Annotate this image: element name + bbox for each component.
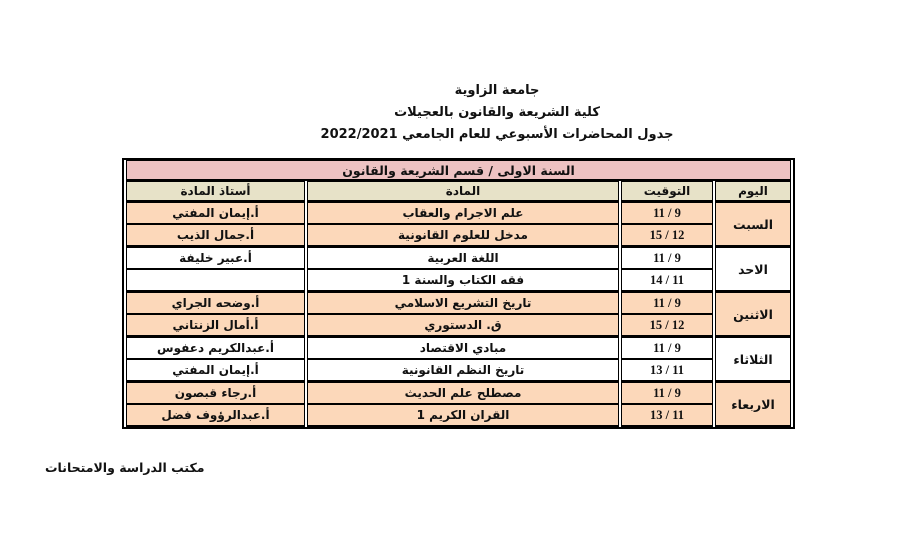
schedule-table: السنة الاولى / قسم الشريعة والقانون اليو… [122,158,795,429]
table-row: السبت 11 / 9 علم الاجرام والعقاب أ.إيمان… [126,202,791,247]
subject-cell: ق. الدستوري [307,314,619,337]
col-header-day: اليوم [715,181,791,202]
time-cell: 13 / 11 [621,404,713,427]
university-title: جامعة الزاوية [454,83,540,98]
time-cell: 11 / 9 [621,382,713,404]
teacher-cell: أ.أمال الزنتاني [126,314,305,337]
table-row: 15 / 12 ق. الدستوري أ.أمال الزنتاني [126,314,791,337]
document-header: جامعة الزاوية كلية الشريعة والقانون بالع… [97,80,897,146]
day-cell: الاحد [715,247,791,292]
teacher-cell: أ.وضحه الجراي [126,292,305,314]
teacher-cell: أ.إيمان المفتي [126,202,305,224]
faculty-title: كلية الشريعة والقانون بالعجيلات [394,105,600,120]
section-title: السنة الاولى / قسم الشريعة والقانون [126,160,791,181]
teacher-cell: أ.عبدالرؤوف فضل [126,404,305,427]
col-header-teacher: أستاذ المادة [126,181,305,202]
schedule-title: جدول المحاضرات الأسبوعي للعام الجامعي 20… [320,127,674,142]
table-row: 15 / 12 مدخل للعلوم القانونية أ.جمال الذ… [126,224,791,247]
time-cell: 11 / 9 [621,292,713,314]
day-cell: الاربعاء [715,382,791,427]
day-cell: السبت [715,202,791,247]
subject-cell: مصطلح علم الحديث [307,382,619,404]
teacher-cell: أ.إيمان المفتي [126,359,305,382]
time-cell: 15 / 12 [621,224,713,247]
teacher-cell: أ.جمال الذيب [126,224,305,247]
subject-cell: مبادي الاقتصاد [307,337,619,359]
teacher-cell: أ.رجاء قبصون [126,382,305,404]
subject-cell: علم الاجرام والعقاب [307,202,619,224]
table-row: الاحد 11 / 9 اللغة العربية أ.عبير خليفة [126,247,791,292]
table-row: الثلاثاء 11 / 9 مبادي الاقتصاد أ.عبدالكر… [126,337,791,382]
subject-cell: اللغة العربية [307,247,619,269]
teacher-cell [126,269,305,292]
time-cell: 11 / 9 [621,247,713,269]
time-cell: 13 / 11 [621,359,713,382]
day-cell: الثلاثاء [715,337,791,382]
table-row: 14 / 11 فقه الكتاب والسنة 1 [126,269,791,292]
exams-office-label: مكتب الدراسة والامتحانات [45,460,205,475]
column-header-row: اليوم التوقيت المادة أستاذ المادة [126,181,791,202]
table-title-row: السنة الاولى / قسم الشريعة والقانون [126,160,791,181]
teacher-cell: أ.عبير خليفة [126,247,305,269]
table-row: الاربعاء 11 / 9 مصطلح علم الحديث أ.رجاء … [126,382,791,427]
col-header-time: التوقيت [621,181,713,202]
time-cell: 14 / 11 [621,269,713,292]
table-row: 13 / 11 تاريخ النظم القانونية أ.إيمان ال… [126,359,791,382]
time-cell: 11 / 9 [621,337,713,359]
table-row: 13 / 11 القران الكريم 1 أ.عبدالرؤوف فضل [126,404,791,427]
subject-cell: تاريخ التشريع الاسلامي [307,292,619,314]
time-cell: 15 / 12 [621,314,713,337]
time-cell: 11 / 9 [621,202,713,224]
subject-cell: مدخل للعلوم القانونية [307,224,619,247]
day-cell: الاثنين [715,292,791,337]
teacher-cell: أ.عبدالكريم دعفوس [126,337,305,359]
col-header-subject: المادة [307,181,619,202]
table-row: الاثنين 11 / 9 تاريخ التشريع الاسلامي أ.… [126,292,791,337]
subject-cell: القران الكريم 1 [307,404,619,427]
subject-cell: فقه الكتاب والسنة 1 [307,269,619,292]
subject-cell: تاريخ النظم القانونية [307,359,619,382]
